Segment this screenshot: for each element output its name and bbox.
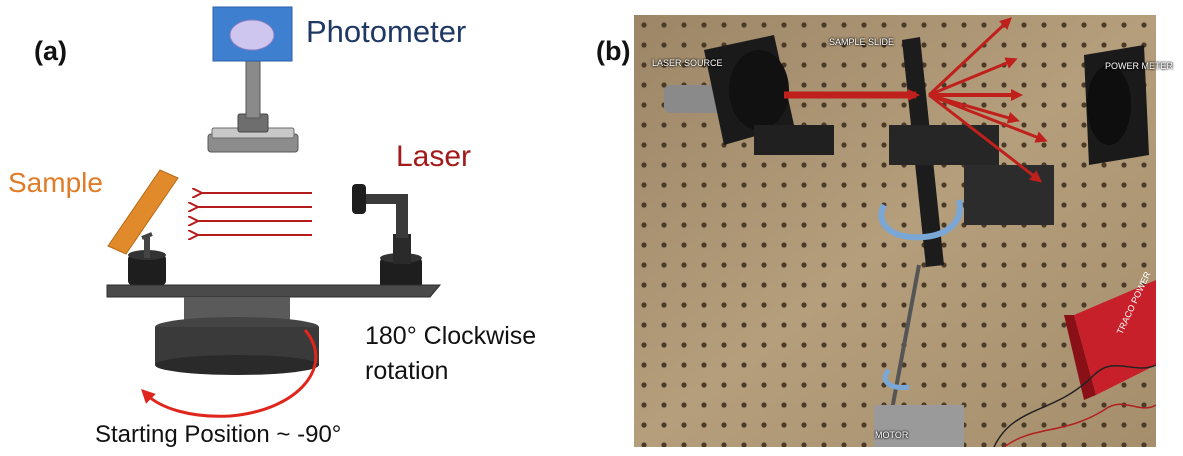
schematic-diagram	[106, 6, 442, 418]
panel-a-label: (a)	[34, 36, 67, 66]
sample-slide-label: SAMPLE SLIDE	[829, 37, 895, 47]
motor-label: MOTOR	[875, 430, 909, 440]
beam-arrows	[784, 17, 1048, 183]
rotation-label-line2: rotation	[365, 357, 449, 385]
rotation-stage-icon	[106, 284, 442, 375]
sample-label: Sample	[8, 167, 103, 198]
rotation-label-line1: 180° Clockwise	[365, 322, 537, 350]
sample-slide-device	[874, 37, 1054, 447]
photometer-icon	[207, 6, 299, 153]
panel-b-label: (b)	[596, 36, 631, 66]
starting-position-label: Starting Position ~ -90°	[95, 421, 342, 448]
laser-source-device	[664, 35, 834, 155]
blue-rotation-arrows	[878, 199, 963, 391]
laser-beams	[196, 193, 312, 235]
laser-icon	[352, 184, 422, 288]
power-meter-device	[1084, 45, 1149, 165]
sample-holder-icon	[107, 169, 179, 285]
setup-photo: TRACO POWER	[634, 15, 1156, 447]
cables	[993, 364, 1156, 447]
laser-source-label: LASER SOURCE	[652, 58, 723, 68]
power-meter-label: POWER METER	[1105, 61, 1174, 71]
laser-label: Laser	[396, 140, 472, 173]
photometer-label: Photometer	[306, 14, 467, 49]
rotation-arrow	[141, 329, 318, 418]
